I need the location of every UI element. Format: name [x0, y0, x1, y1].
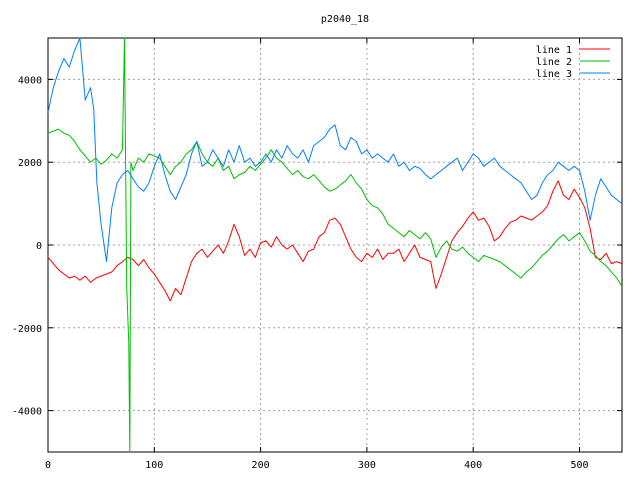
axis-ticks: 0 100 200 300 400 500 -4000 -2000 0 2000 4000	[12, 38, 622, 471]
x-tick-label: 0	[45, 460, 51, 471]
series-line-1	[47, 180, 623, 302]
x-tick-label: 300	[358, 460, 376, 471]
series-group	[47, 37, 623, 453]
y-tick-label: 4000	[18, 75, 42, 86]
y-tick-label: 0	[36, 241, 42, 252]
series-line-3	[47, 37, 623, 263]
legend-label: line 1	[536, 45, 572, 56]
legend-label: line 2	[536, 57, 572, 68]
series-line-2	[47, 37, 623, 453]
chart-title: p2040_18	[321, 14, 369, 25]
y-tick-label: -4000	[12, 407, 42, 418]
grid	[48, 38, 622, 452]
legend-label: line 3	[536, 69, 572, 80]
x-tick-label: 500	[570, 460, 588, 471]
y-tick-label: -2000	[12, 324, 42, 335]
x-tick-label: 100	[145, 460, 163, 471]
x-tick-label: 200	[252, 460, 270, 471]
x-tick-label: 400	[464, 460, 482, 471]
y-tick-label: 2000	[18, 158, 42, 169]
